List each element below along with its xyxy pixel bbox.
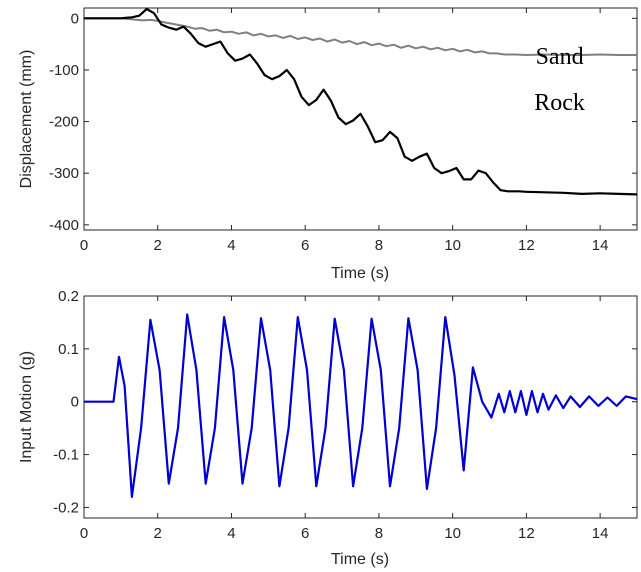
x-tick-label: 4 bbox=[227, 525, 235, 542]
y-tick-label: 0 bbox=[71, 394, 79, 411]
displacement-axes-box bbox=[83, 7, 638, 231]
x-tick-label: 8 bbox=[375, 237, 383, 254]
y-tick-label: -0.1 bbox=[53, 447, 79, 464]
y-tick-label: 0.1 bbox=[58, 341, 79, 358]
displacement-series bbox=[84, 7, 638, 196]
input-motion-axes-box bbox=[83, 295, 638, 519]
series-line-1 bbox=[84, 7, 638, 196]
input-motion-y-ticks: 0.2 0.1 0 -0.1 -0.2 bbox=[53, 288, 637, 516]
displacement-y-axis-label: Displacement (mm) bbox=[18, 50, 35, 189]
x-tick-label: 0 bbox=[80, 525, 88, 542]
x-tick-label: 4 bbox=[227, 237, 235, 254]
displacement-annotations: Sand Rock bbox=[534, 44, 585, 116]
series-line-0 bbox=[84, 313, 638, 498]
input-motion-x-ticks: 0 2 4 6 8 10 12 14 bbox=[80, 296, 609, 542]
x-tick-label: 10 bbox=[444, 525, 461, 542]
displacement-panel: 0 2 4 6 8 10 12 14 0 -100 -200 -300 -400 Time (s) D… bbox=[18, 7, 638, 282]
annotation-sand: Sand bbox=[536, 44, 584, 70]
y-tick-label: -400 bbox=[49, 217, 79, 234]
x-tick-label: 2 bbox=[154, 237, 162, 254]
y-tick-label: 0 bbox=[71, 10, 79, 27]
x-tick-label: 14 bbox=[592, 525, 609, 542]
y-tick-label: -100 bbox=[49, 62, 79, 79]
x-tick-label: 14 bbox=[592, 237, 609, 254]
input-motion-x-axis-label: Time (s) bbox=[331, 551, 389, 568]
annotation-rock: Rock bbox=[534, 90, 585, 116]
x-tick-label: 12 bbox=[518, 525, 535, 542]
x-tick-label: 12 bbox=[518, 237, 535, 254]
y-tick-label: -0.2 bbox=[53, 499, 79, 516]
x-tick-label: 10 bbox=[444, 237, 461, 254]
y-tick-label: -200 bbox=[49, 114, 79, 131]
input-motion-panel: 0 2 4 6 8 10 12 14 0.2 0.1 0 -0.1 -0.2 Time (s) Inp… bbox=[18, 288, 638, 568]
y-tick-label: 0.2 bbox=[58, 288, 79, 305]
x-tick-label: 6 bbox=[301, 237, 309, 254]
y-tick-label: -300 bbox=[49, 165, 79, 182]
x-tick-label: 6 bbox=[301, 525, 309, 542]
input-motion-y-axis-label: Input Motion (g) bbox=[18, 351, 35, 463]
displacement-x-ticks: 0 2 4 6 8 10 12 14 bbox=[80, 8, 609, 254]
series-line-0 bbox=[84, 17, 637, 56]
x-tick-label: 2 bbox=[154, 525, 162, 542]
x-tick-label: 8 bbox=[375, 525, 383, 542]
x-tick-label: 0 bbox=[80, 237, 88, 254]
input-motion-series bbox=[84, 313, 638, 498]
displacement-x-axis-label: Time (s) bbox=[331, 265, 389, 282]
